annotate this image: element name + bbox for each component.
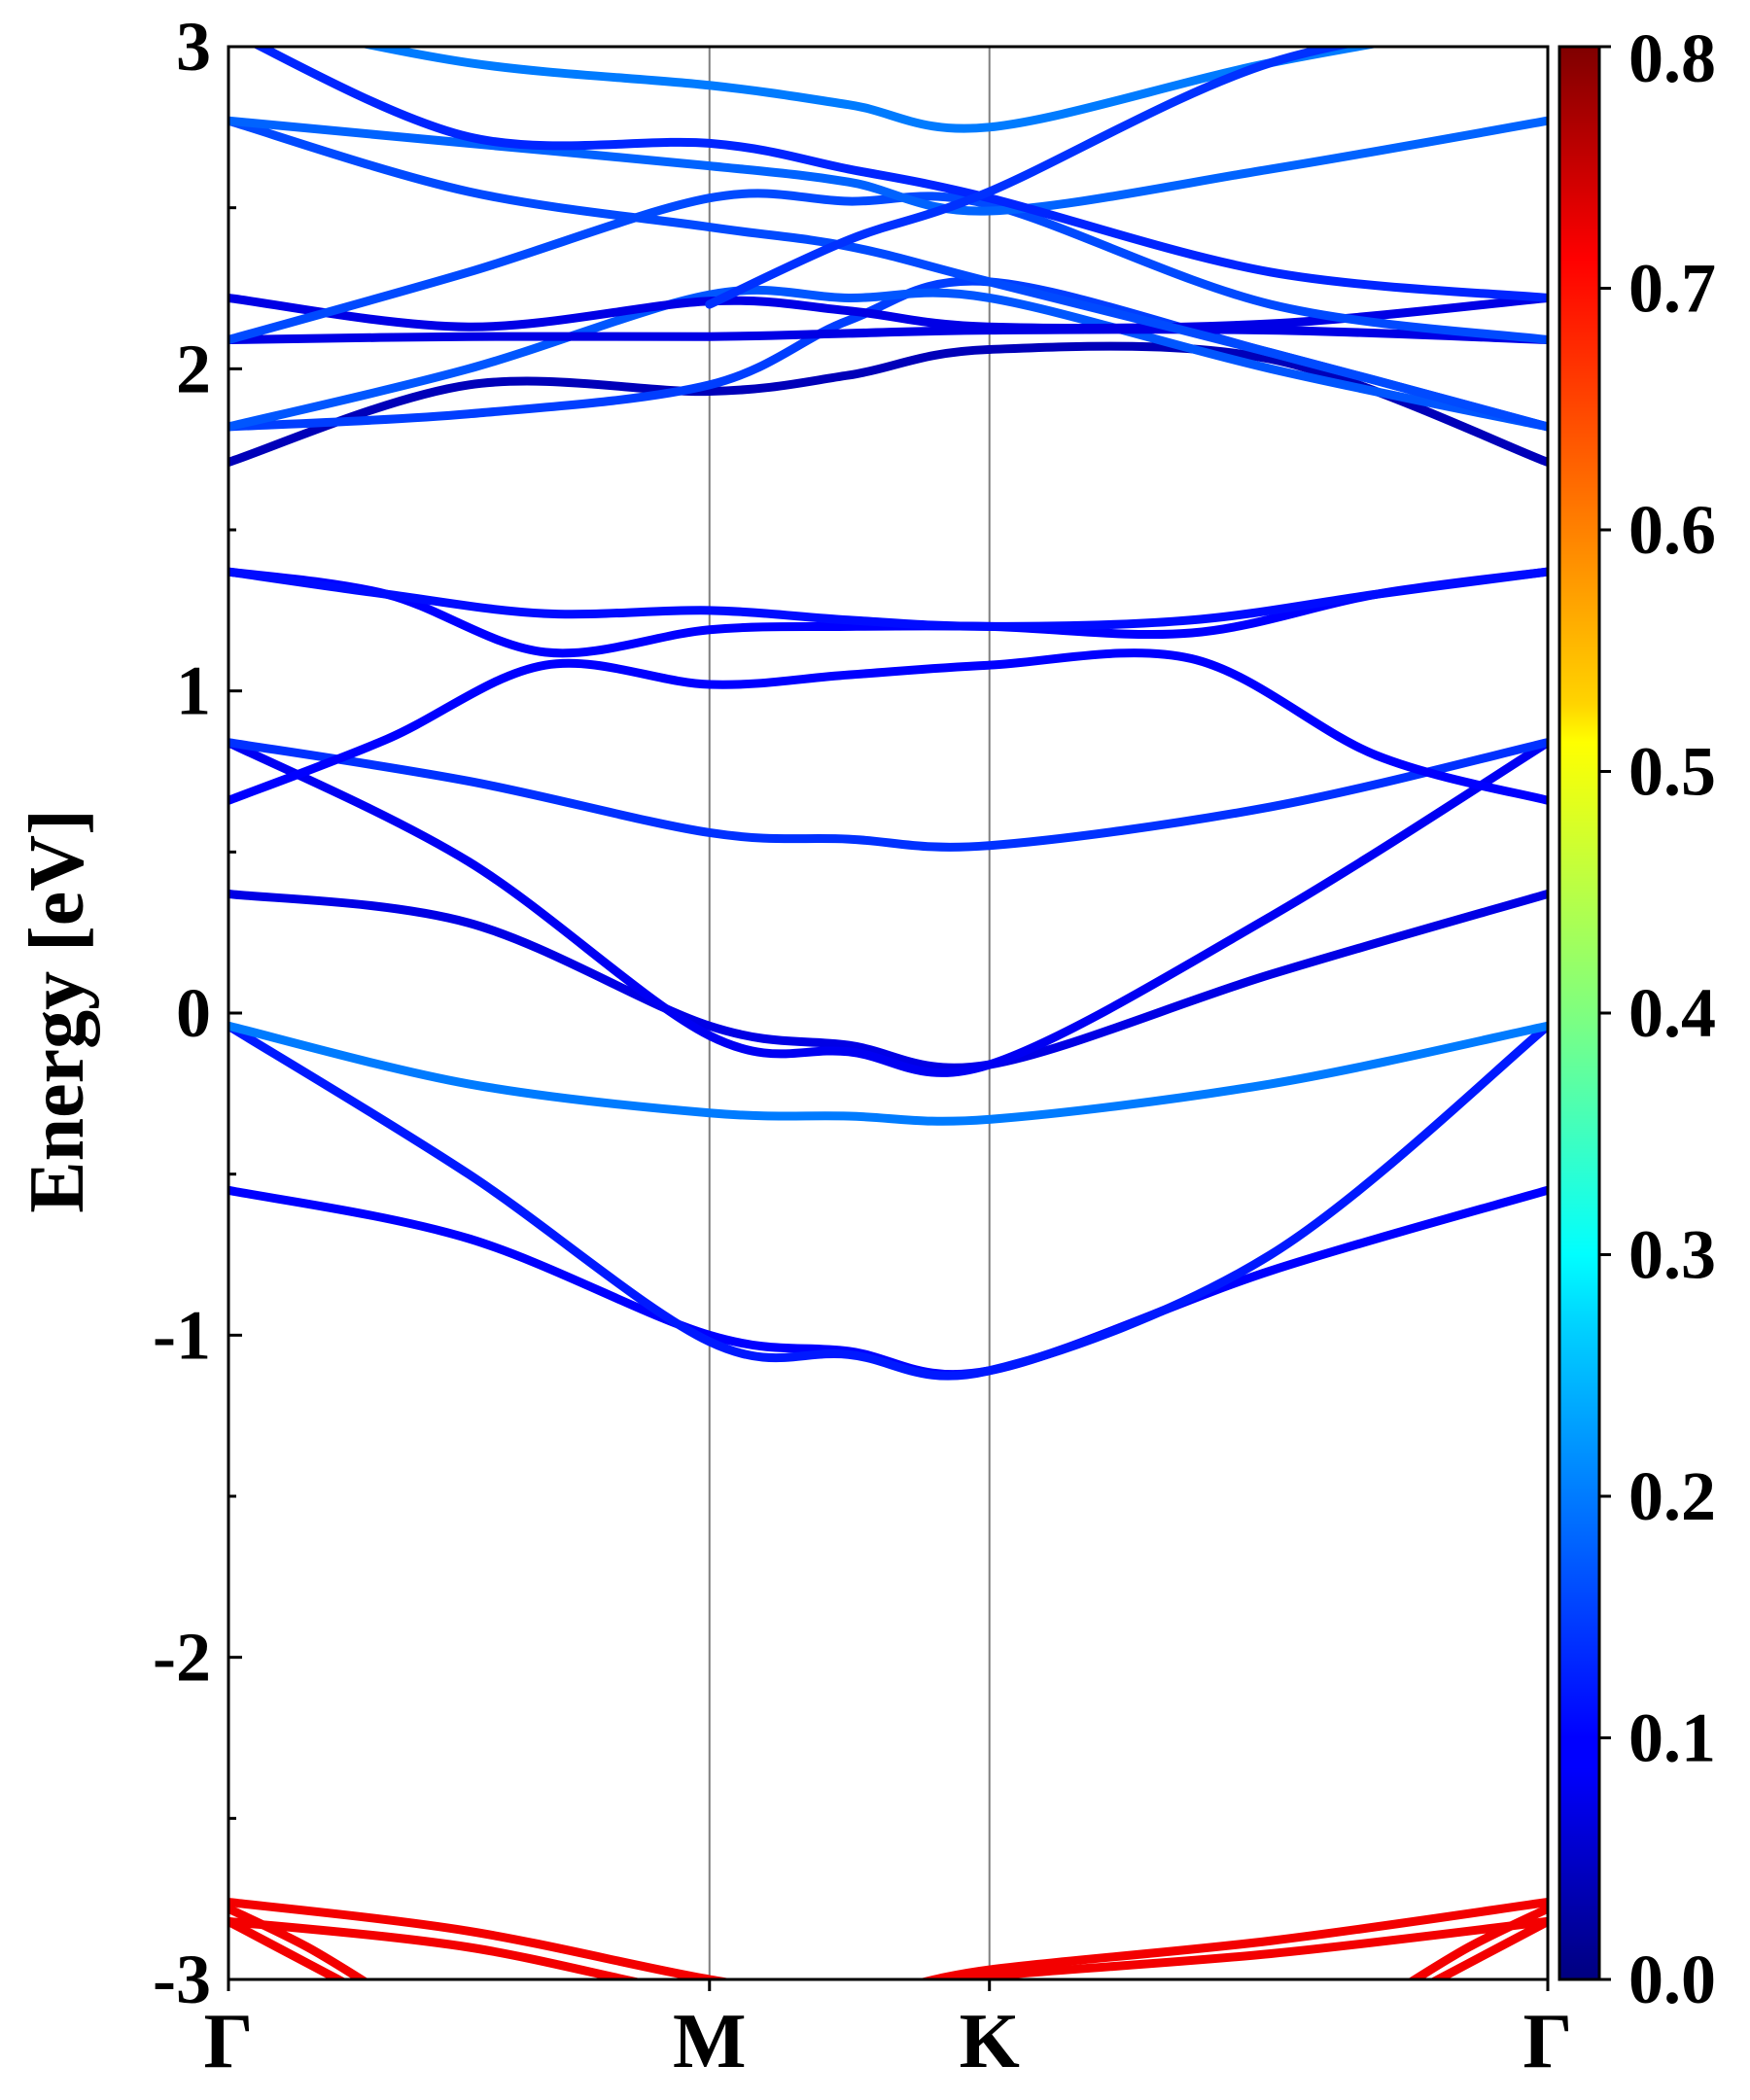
- y-tick-label: -1: [153, 1296, 211, 1374]
- y-tick-label: 1: [176, 652, 211, 730]
- band-line-7: [228, 567, 1548, 658]
- band-line-20: [228, 1897, 1548, 1979]
- y-tick-label: -2: [153, 1619, 211, 1697]
- band-line-23: [228, 1916, 348, 1979]
- band-line-12: [228, 325, 1548, 345]
- colorbar-tick-label: 0.7: [1628, 250, 1716, 328]
- band-line-0: [228, 1185, 1548, 1379]
- band-line-2: [228, 1021, 1548, 1126]
- colorbar-tick-label: 0.1: [1628, 1699, 1716, 1777]
- band-lines: [228, 47, 1548, 1979]
- colorbar: 0.0 0.1 0.2 0.3 0.4 0.5 0.6 0.7 0.8: [1558, 19, 1716, 2018]
- band-line-15: [228, 116, 1548, 432]
- band-line-17: [251, 47, 1548, 302]
- y-axis: -3 -2 -1 0 1 2 3: [153, 8, 242, 2018]
- y-tick-label: 0: [176, 974, 211, 1052]
- colorbar-tick-label: 0.6: [1628, 491, 1716, 569]
- band-line-22: [228, 1904, 369, 1979]
- colorbar-tick-label: 0.4: [1628, 974, 1716, 1052]
- colorbar-tick-label: 0.0: [1628, 1941, 1716, 2018]
- kpoint-divider-lines: [708, 47, 991, 1979]
- band-line-11: [228, 285, 1548, 432]
- colorbar-tick-label: 0.2: [1628, 1457, 1716, 1535]
- band-line-18: [357, 47, 1382, 133]
- colorbar-tick-label: 0.3: [1628, 1216, 1716, 1294]
- kpoint-label: Γ: [204, 1999, 254, 2084]
- band-line-1: [228, 1021, 1548, 1381]
- colorbar-ticks: 0.0 0.1 0.2 0.3 0.4 0.5 0.6 0.7 0.8: [1599, 19, 1716, 2018]
- colorbar-tick-label: 0.8: [1628, 19, 1716, 97]
- y-tick-label: -3: [153, 1941, 211, 2018]
- band-line-24: [1407, 1904, 1548, 1979]
- colorbar-tick-label: 0.5: [1628, 733, 1716, 811]
- y-axis-label: Energy [eV]: [15, 809, 100, 1212]
- band-line-6: [228, 648, 1548, 805]
- band-line-9: [228, 341, 1548, 467]
- band-line-16: [228, 116, 1548, 216]
- band-line-8: [228, 567, 1548, 631]
- band-line-10: [228, 276, 1548, 432]
- colorbar-gradient: [1558, 45, 1601, 1981]
- kpoint-label: M: [673, 1999, 747, 2084]
- y-tick-label: 3: [176, 8, 211, 86]
- band-line-4: [228, 738, 1548, 1077]
- band-line-5: [228, 738, 1548, 852]
- band-line-13: [228, 293, 1548, 332]
- band-line-14: [228, 189, 1548, 345]
- band-line-3: [228, 889, 1548, 1072]
- band-line-25: [1428, 1916, 1548, 1979]
- y-tick-label: 2: [176, 330, 211, 407]
- band-line-21: [228, 1916, 1548, 1979]
- band-line-19: [705, 47, 1356, 309]
- kpoint-label: K: [960, 1999, 1020, 2084]
- kpoint-label: Γ: [1523, 1999, 1573, 2084]
